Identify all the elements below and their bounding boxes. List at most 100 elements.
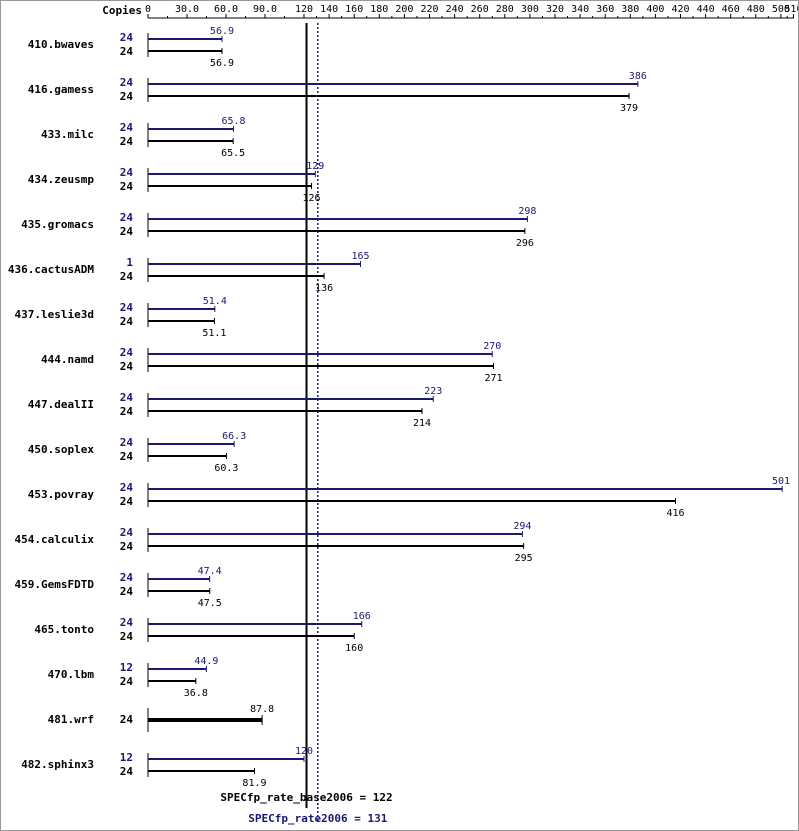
peak-copies-label: 24 [120,346,134,359]
x-tick-label: 60.0 [214,4,238,15]
x-tick-label: 180 [370,4,388,15]
base-copies-label: 24 [120,135,134,148]
x-tick-label: 260 [471,4,489,15]
x-tick-label: 480 [747,4,765,15]
base-copies-label: 24 [120,630,134,643]
x-tick-label: 120 [295,4,313,15]
base-value-label: 47.5 [198,598,222,609]
base-copies-label: 24 [120,315,134,328]
base-copies-label: 24 [120,450,134,463]
peak-value-label: 66.3 [222,431,246,442]
peak-value-label: 298 [518,206,536,217]
base-copies-label: 24 [120,765,134,778]
peak-value-label: 120 [295,746,313,757]
peak-value-label: 47.4 [198,566,222,577]
base-copies-label: 24 [120,270,134,283]
peak-copies-label: 24 [120,571,134,584]
benchmark-label: 435.gromacs [21,218,94,231]
benchmark-label: 453.povray [28,488,95,501]
benchmark-label: 433.milc [41,128,94,141]
peak-copies-label: 24 [120,616,134,629]
x-tick-label: 140 [320,4,338,15]
x-tick-label: 440 [697,4,715,15]
x-tick-label: 500 [772,4,790,15]
base-value-label: 36.8 [184,688,208,699]
benchmark-label: 436.cactusADM [8,263,94,276]
peak-copies-label: 24 [120,76,134,89]
base-copies-label: 24 [120,360,134,373]
base-value-label: 56.9 [210,58,234,69]
x-tick-label: 280 [496,4,514,15]
base-value-label: 379 [620,103,638,114]
peak-copies-label: 24 [120,31,134,44]
x-tick-label: 160 [345,4,363,15]
base-value-label: 60.3 [214,463,238,474]
peak-copies-label: 24 [120,391,134,404]
base-copies-label: 24 [120,675,134,688]
peak-copies-label: 24 [120,526,134,539]
base-copies-label: 24 [120,713,134,726]
benchmark-label: 465.tonto [34,623,94,636]
peak-value-label: 51.4 [203,296,227,307]
base-value-label: 126 [302,193,320,204]
benchmark-label: 454.calculix [15,533,95,546]
x-tick-label: 320 [546,4,564,15]
peak-copies-label: 12 [120,751,133,764]
benchmark-label: 470.lbm [48,668,95,681]
x-tick-label: 0 [145,4,151,15]
x-tick-label: 510 [784,4,798,15]
x-tick-label: 240 [446,4,464,15]
base-copies-label: 24 [120,45,134,58]
peak-copies-label: 24 [120,436,134,449]
base-copies-label: 24 [120,405,134,418]
peak-copies-label: 24 [120,166,134,179]
peak-copies-label: 1 [126,256,133,269]
peak-value-label: 166 [353,611,371,622]
peak-value-label: 56.9 [210,26,234,37]
benchmark-label: 450.soplex [28,443,95,456]
base-value-label: 136 [315,283,333,294]
base-value-label: 295 [515,553,533,564]
base-value-label: 65.5 [221,148,245,159]
base-copies-label: 24 [120,540,134,553]
peak-value-label: 386 [629,71,647,82]
peak-copies-label: 24 [120,211,134,224]
peak-summary-label: SPECfp_rate2006 = 131 [248,812,387,825]
peak-value-label: 294 [513,521,531,532]
base-copies-label: 24 [120,225,134,238]
x-tick-label: 460 [722,4,740,15]
x-tick-label: 380 [621,4,639,15]
combined-value-label: 87.8 [250,704,274,715]
x-tick-label: 90.0 [253,4,277,15]
base-copies-label: 24 [120,585,134,598]
peak-value-label: 165 [351,251,369,262]
benchmark-label: 444.namd [41,353,94,366]
base-value-label: 51.1 [202,328,226,339]
benchmark-label: 481.wrf [48,713,94,726]
peak-copies-label: 24 [120,301,134,314]
benchmark-label: 447.dealII [28,398,94,411]
x-tick-label: 220 [420,4,438,15]
peak-copies-label: 12 [120,661,133,674]
peak-copies-label: 24 [120,121,134,134]
peak-value-label: 129 [306,161,324,172]
base-copies-label: 24 [120,180,134,193]
base-copies-label: 24 [120,90,134,103]
peak-value-label: 65.8 [221,116,245,127]
x-tick-label: 30.0 [175,4,199,15]
base-value-label: 296 [516,238,534,249]
peak-value-label: 44.9 [194,656,218,667]
peak-copies-label: 24 [120,481,134,494]
x-tick-label: 360 [596,4,614,15]
base-value-label: 271 [484,373,502,384]
benchmark-label: 434.zeusmp [28,173,95,186]
base-copies-label: 24 [120,495,134,508]
x-tick-label: 340 [571,4,589,15]
benchmark-label: 459.GemsFDTD [15,578,95,591]
x-tick-label: 300 [521,4,539,15]
x-tick-label: 200 [395,4,413,15]
benchmark-label: 410.bwaves [28,38,94,51]
base-value-label: 160 [345,643,363,654]
